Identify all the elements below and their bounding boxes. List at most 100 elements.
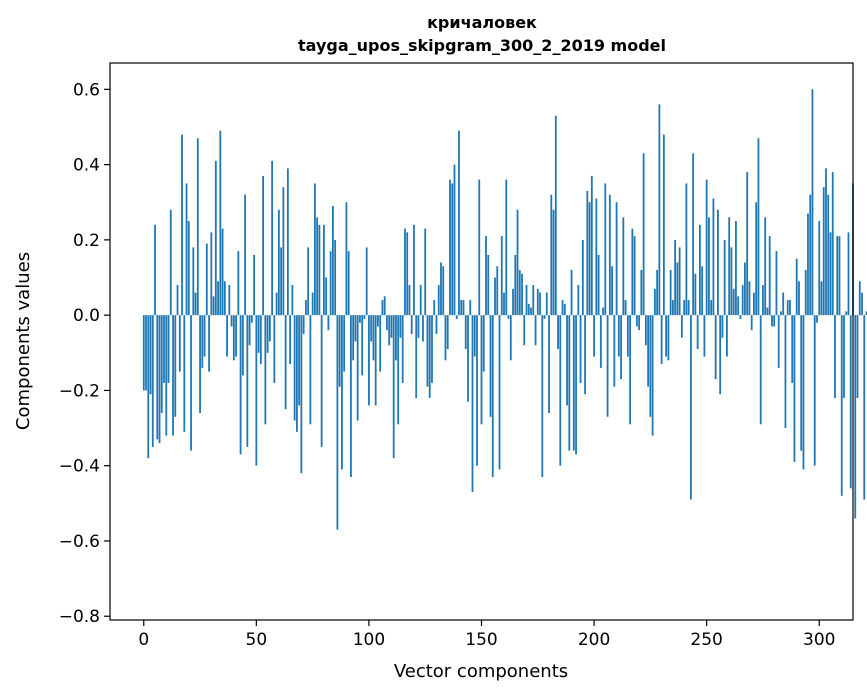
bar-76 <box>313 183 316 316</box>
bar-237 <box>676 262 679 316</box>
bar-155 <box>491 315 494 477</box>
bar-288 <box>791 315 794 383</box>
bar-102 <box>372 315 375 361</box>
bar-275 <box>762 285 764 316</box>
bar-226 <box>651 315 654 436</box>
bar-195 <box>581 239 584 316</box>
bar-180 <box>548 315 550 414</box>
bar-49 <box>253 254 255 316</box>
bar-159 <box>500 236 503 316</box>
bar-51 <box>257 315 260 353</box>
bar-15 <box>176 285 179 316</box>
bar-311 <box>843 315 845 398</box>
bar-21 <box>190 315 192 451</box>
bar-306 <box>831 172 834 316</box>
bar-260 <box>728 217 731 316</box>
bar-78 <box>318 224 321 316</box>
bar-36 <box>223 281 226 316</box>
bar-141 <box>460 300 463 316</box>
bar-134 <box>444 315 447 361</box>
bar-281 <box>775 251 778 316</box>
bar-163 <box>509 315 512 361</box>
bar-148 <box>476 315 478 466</box>
bar-318 <box>858 281 861 316</box>
bar-83 <box>329 251 332 316</box>
bar-292 <box>800 315 803 451</box>
bar-3 <box>149 315 152 395</box>
chart-title-line2: tayga_upos_skipgram_300_2_2019 model <box>298 36 666 55</box>
bar-31 <box>212 296 215 316</box>
bar-91 <box>347 251 350 316</box>
bar-228 <box>656 269 659 316</box>
bar-118 <box>408 285 411 316</box>
bar-280 <box>773 315 776 327</box>
bar-60 <box>277 209 280 316</box>
x-tick-label: 250 <box>690 630 722 650</box>
y-tick-label: 0.0 <box>73 306 100 326</box>
bar-130 <box>435 315 438 334</box>
bar-75 <box>311 292 314 316</box>
bar-263 <box>735 221 737 316</box>
bar-268 <box>746 172 749 316</box>
bar-25 <box>199 315 201 414</box>
bar-68 <box>295 315 298 432</box>
bar-265 <box>739 315 742 319</box>
bar-304 <box>827 194 830 316</box>
bar-90 <box>345 202 348 316</box>
bar-143 <box>464 315 467 350</box>
bar-54 <box>264 315 267 425</box>
bar-238 <box>678 247 681 316</box>
bar-100 <box>368 315 370 406</box>
bar-37 <box>226 315 228 357</box>
bar-140 <box>458 130 460 316</box>
bar-77 <box>316 217 319 316</box>
bar-295 <box>807 213 809 316</box>
bar-65 <box>289 315 292 365</box>
bar-270 <box>750 315 753 331</box>
bar-67 <box>293 315 296 421</box>
bar-48 <box>250 315 253 323</box>
bar-220 <box>638 315 641 331</box>
bar-88 <box>341 315 343 470</box>
bar-110 <box>390 315 393 338</box>
chart-title-line1: кричаловек <box>427 13 537 32</box>
bar-242 <box>687 300 690 316</box>
bar-56 <box>268 315 271 342</box>
x-tick-label: 150 <box>465 630 497 650</box>
bar-297 <box>811 89 814 316</box>
bar-253 <box>712 198 715 316</box>
bar-69 <box>298 315 301 406</box>
bar-4 <box>151 315 154 447</box>
bar-284 <box>782 292 785 316</box>
x-tick-label: 0 <box>138 630 149 650</box>
bar-274 <box>759 315 762 425</box>
bar-47 <box>248 315 251 346</box>
bar-166 <box>516 209 519 316</box>
bar-123 <box>419 285 422 316</box>
bar-261 <box>730 247 733 316</box>
bar-162 <box>507 315 510 319</box>
bar-92 <box>350 315 352 477</box>
bar-103 <box>374 315 377 406</box>
bar-137 <box>451 183 454 316</box>
y-tick-label: −0.4 <box>59 457 100 477</box>
bar-312 <box>845 311 848 316</box>
bar-127 <box>428 315 431 398</box>
bar-320 <box>863 315 866 500</box>
bar-62 <box>282 187 285 316</box>
bar-106 <box>381 300 384 316</box>
bar-205 <box>604 183 607 316</box>
plot-frame <box>109 62 854 621</box>
bar-266 <box>741 285 744 316</box>
x-tick-label: 100 <box>353 630 385 650</box>
bar-286 <box>786 300 789 316</box>
bar-22 <box>192 247 195 316</box>
bar-240 <box>683 300 686 316</box>
bar-250 <box>705 179 708 316</box>
bar-13 <box>172 315 174 436</box>
bar-183 <box>554 115 557 316</box>
bar-204 <box>602 307 604 316</box>
bar-179 <box>545 292 548 316</box>
bar-214 <box>624 300 627 316</box>
bar-50 <box>255 315 258 466</box>
